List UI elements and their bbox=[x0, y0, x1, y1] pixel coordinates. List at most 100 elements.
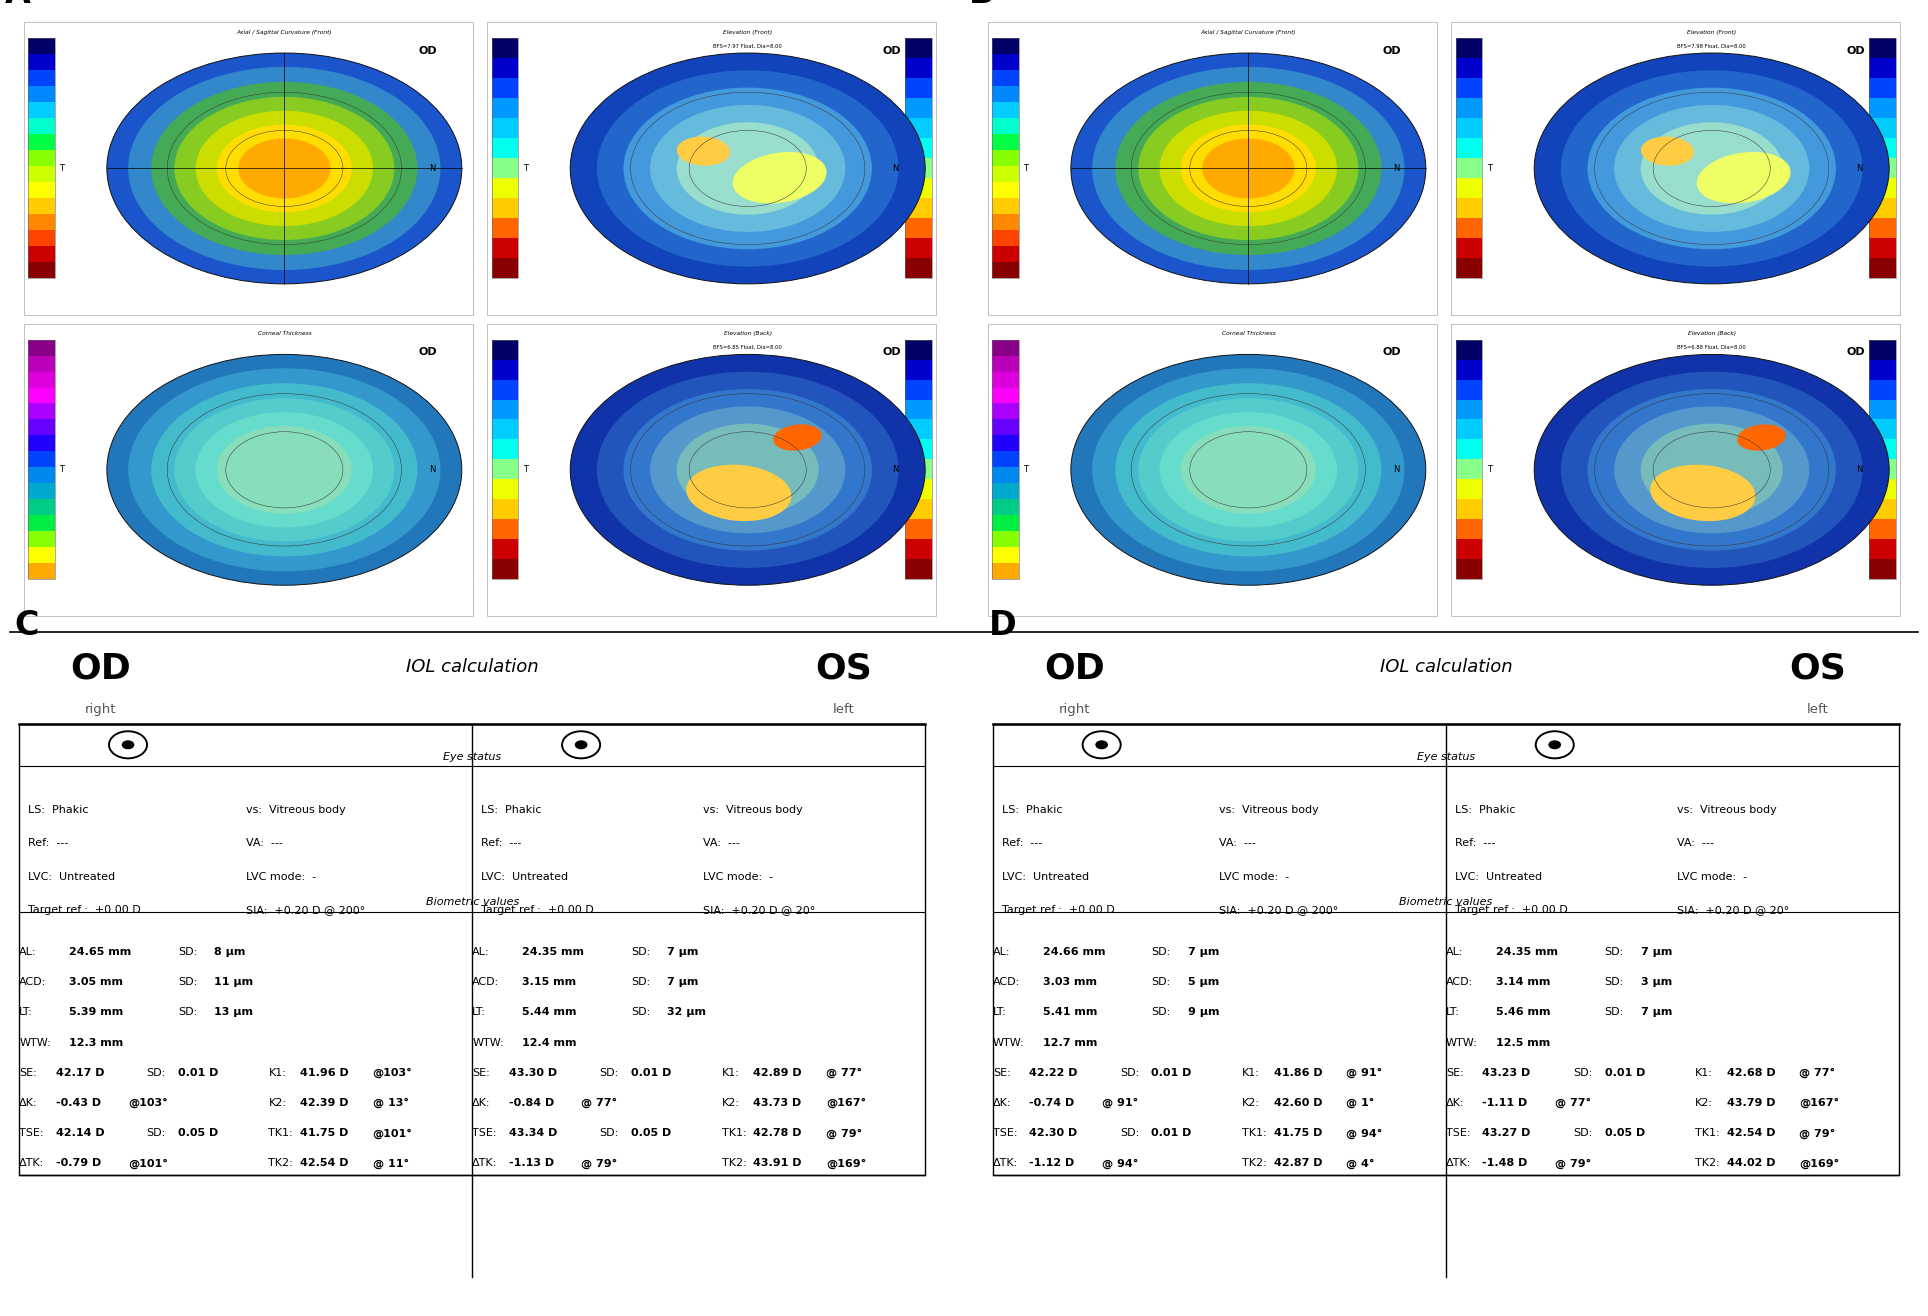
Text: Eye status: Eye status bbox=[1417, 751, 1475, 762]
Bar bbox=[1870, 359, 1895, 379]
Text: 42.54 D: 42.54 D bbox=[1727, 1128, 1776, 1138]
Text: right: right bbox=[1058, 703, 1089, 716]
Text: 7 μm: 7 μm bbox=[667, 978, 698, 987]
Text: ΔTK:: ΔTK: bbox=[993, 1158, 1018, 1169]
Bar bbox=[492, 99, 519, 118]
Bar bbox=[29, 420, 54, 436]
Text: 7 μm: 7 μm bbox=[1641, 948, 1672, 957]
Text: SE:: SE: bbox=[472, 1067, 490, 1078]
Text: Target ref.:  +0.00 D: Target ref.: +0.00 D bbox=[1456, 905, 1567, 916]
Bar bbox=[906, 138, 931, 158]
Bar bbox=[1456, 99, 1483, 118]
Circle shape bbox=[1159, 412, 1336, 528]
Text: Elevation (Front): Elevation (Front) bbox=[723, 30, 773, 34]
Bar bbox=[492, 78, 519, 99]
Bar bbox=[906, 340, 931, 579]
Circle shape bbox=[106, 354, 463, 586]
Text: TK2:: TK2: bbox=[721, 1158, 746, 1169]
Bar bbox=[1456, 340, 1483, 579]
Text: @ 77°: @ 77° bbox=[1799, 1067, 1835, 1078]
Bar bbox=[492, 58, 519, 78]
Text: Target ref.:  +0.00 D: Target ref.: +0.00 D bbox=[482, 905, 594, 916]
Bar bbox=[1456, 38, 1483, 278]
Text: 43.73 D: 43.73 D bbox=[754, 1098, 802, 1108]
Text: @ 94°: @ 94° bbox=[1346, 1128, 1382, 1138]
Bar bbox=[488, 22, 937, 315]
Text: 0.05 D: 0.05 D bbox=[177, 1128, 218, 1138]
Bar bbox=[906, 258, 931, 278]
Text: AL:: AL: bbox=[993, 948, 1010, 957]
Text: T: T bbox=[1486, 164, 1492, 172]
Text: SD:: SD: bbox=[147, 1128, 166, 1138]
Bar bbox=[29, 547, 54, 563]
Text: 43.30 D: 43.30 D bbox=[509, 1067, 557, 1078]
Bar bbox=[993, 246, 1018, 262]
Bar bbox=[1870, 99, 1895, 118]
Text: T: T bbox=[522, 466, 528, 474]
Text: SD:: SD: bbox=[1573, 1067, 1593, 1078]
Text: Corneal Thickness: Corneal Thickness bbox=[258, 332, 310, 336]
Text: 0.01 D: 0.01 D bbox=[177, 1067, 218, 1078]
Text: OD: OD bbox=[1382, 46, 1402, 55]
Bar bbox=[993, 262, 1018, 278]
Bar bbox=[1456, 118, 1483, 138]
Bar bbox=[492, 440, 519, 459]
Text: ΔK:: ΔK: bbox=[472, 1098, 492, 1108]
Bar bbox=[492, 118, 519, 138]
Text: BFS=7.98 Float, Dia=8.00: BFS=7.98 Float, Dia=8.00 bbox=[1677, 43, 1747, 49]
Text: N: N bbox=[1857, 164, 1862, 172]
Text: Corneal Thickness: Corneal Thickness bbox=[1222, 332, 1274, 336]
Ellipse shape bbox=[1650, 465, 1754, 521]
Bar bbox=[1456, 138, 1483, 158]
Text: 42.68 D: 42.68 D bbox=[1727, 1067, 1776, 1078]
Bar bbox=[1870, 178, 1895, 197]
Text: OD: OD bbox=[1045, 651, 1105, 686]
Text: Axial / Sagittal Curvature (Front): Axial / Sagittal Curvature (Front) bbox=[1201, 30, 1296, 34]
Text: Target ref.:  +0.00 D: Target ref.: +0.00 D bbox=[29, 905, 141, 916]
Circle shape bbox=[571, 354, 925, 586]
Text: SD:: SD: bbox=[630, 978, 650, 987]
Circle shape bbox=[1614, 105, 1808, 232]
Bar bbox=[993, 483, 1018, 499]
Bar bbox=[1870, 540, 1895, 559]
Bar bbox=[993, 724, 1899, 1174]
Bar bbox=[1870, 340, 1895, 579]
Text: Ref:  ---: Ref: --- bbox=[482, 838, 522, 849]
Text: TSE:: TSE: bbox=[19, 1128, 44, 1138]
Text: ACD:: ACD: bbox=[993, 978, 1020, 987]
Text: TK2:: TK2: bbox=[268, 1158, 293, 1169]
Circle shape bbox=[1138, 399, 1359, 541]
Bar bbox=[1456, 78, 1483, 99]
Text: 41.96 D: 41.96 D bbox=[301, 1067, 349, 1078]
Bar bbox=[906, 218, 931, 238]
Bar bbox=[1870, 197, 1895, 218]
Text: SIA:  +0.20 D @ 20°: SIA: +0.20 D @ 20° bbox=[1677, 905, 1789, 916]
Bar bbox=[29, 134, 54, 150]
Bar bbox=[29, 387, 54, 404]
Text: 5.39 mm: 5.39 mm bbox=[69, 1008, 123, 1017]
Bar bbox=[492, 540, 519, 559]
Text: ΔTK:: ΔTK: bbox=[1446, 1158, 1471, 1169]
Text: AL:: AL: bbox=[1446, 948, 1463, 957]
Text: SD:: SD: bbox=[177, 948, 197, 957]
Text: OD: OD bbox=[71, 651, 131, 686]
Bar bbox=[492, 258, 519, 278]
Bar bbox=[492, 559, 519, 579]
Bar bbox=[993, 166, 1018, 182]
Ellipse shape bbox=[1641, 137, 1695, 166]
Bar bbox=[492, 340, 519, 579]
Bar bbox=[993, 436, 1018, 451]
Circle shape bbox=[216, 426, 351, 513]
Bar bbox=[993, 118, 1018, 134]
Text: ΔK:: ΔK: bbox=[993, 1098, 1012, 1108]
Bar bbox=[1870, 38, 1895, 58]
Bar bbox=[993, 103, 1018, 118]
Bar bbox=[993, 532, 1018, 547]
Text: LVC:  Untreated: LVC: Untreated bbox=[1003, 871, 1089, 882]
Bar bbox=[906, 459, 931, 479]
Bar bbox=[1456, 379, 1483, 400]
Bar bbox=[492, 340, 519, 359]
Text: OD: OD bbox=[1845, 46, 1864, 55]
Bar bbox=[906, 238, 931, 258]
Bar bbox=[1870, 258, 1895, 278]
